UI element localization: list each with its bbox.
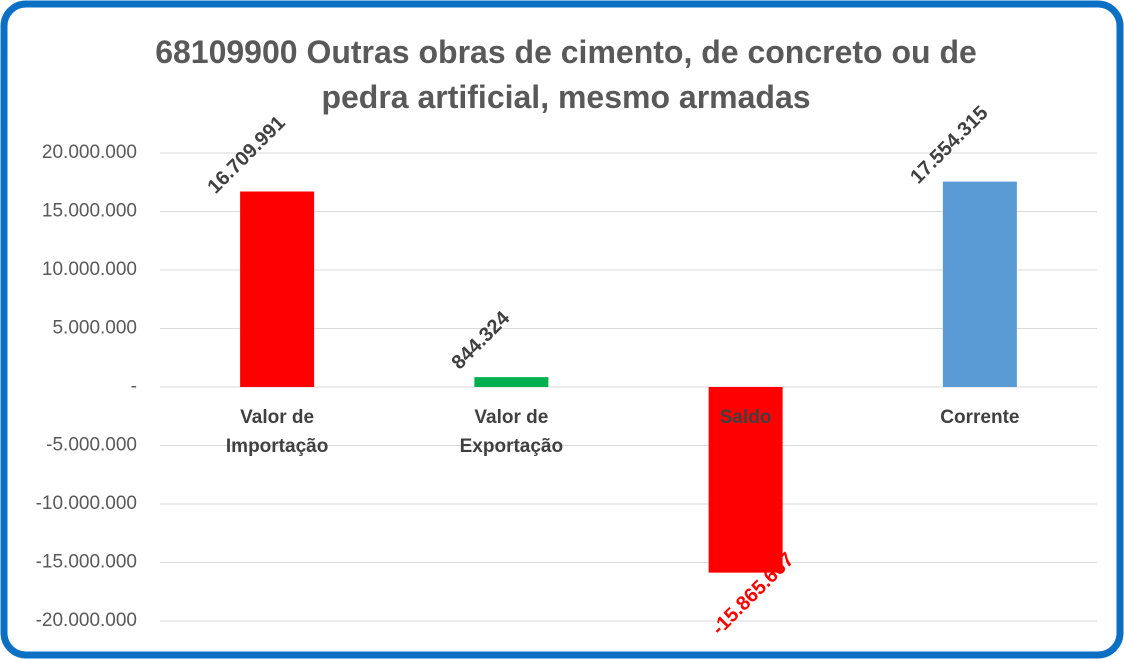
y-tick-label: -10.000.000 (36, 493, 137, 514)
y-tick-label: -15.000.000 (36, 552, 137, 573)
y-tick-label: 5.000.000 (52, 318, 137, 339)
chart-title: 68109900 Outras obras de cimento, de con… (155, 34, 977, 115)
x-tick-label: Saldo (720, 407, 772, 428)
y-tick-label: 15.000.000 (42, 201, 137, 222)
bar (942, 181, 1017, 387)
y-tick-label: - (131, 376, 137, 397)
x-tick-label: Valor de Importação (226, 407, 328, 457)
bar (240, 191, 315, 387)
bar (474, 377, 549, 387)
y-tick-label: 20.000.000 (42, 142, 137, 163)
y-tick-label: 10.000.000 (42, 259, 137, 280)
x-tick-label: Valor de Exportação (460, 407, 563, 457)
y-tick-label: -20.000.000 (36, 610, 137, 631)
y-tick-label: -5.000.000 (46, 435, 137, 456)
bar (708, 387, 783, 573)
x-tick-label: Corrente (940, 407, 1019, 428)
